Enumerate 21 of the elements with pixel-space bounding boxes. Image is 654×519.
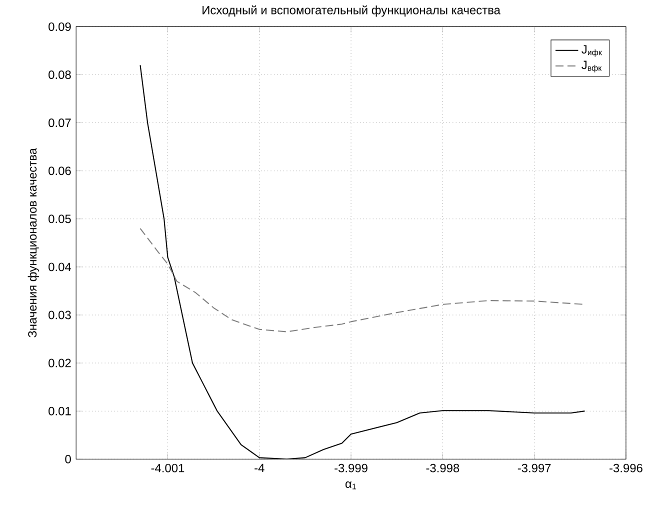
x-axis-title: α$_{1}$: [346, 481, 356, 490]
chart-title: Исходный и вспомогательный функционалы качества: [202, 5, 500, 17]
y-tick-label: 0.04: [48, 262, 72, 272]
y-tick-label: 0.06: [48, 166, 71, 175]
x-tick-label: -4: [254, 464, 264, 472]
x-tick-label: -3.999: [334, 464, 368, 472]
y-tick-label: 0.07: [48, 118, 71, 127]
x-tick-label: -3.997: [518, 464, 551, 472]
y-tick-label: 0.05: [48, 214, 71, 224]
legend-label: J$_{вфк}$: [582, 60, 602, 72]
y-axis-title: Значения функционалов качества: [28, 148, 39, 338]
y-tick-label: 0.09: [48, 22, 71, 31]
x-tick-label: -4.001: [151, 464, 184, 472]
y-tick-label: 0.02: [48, 358, 71, 368]
y-tick-label: 0.03: [48, 310, 71, 320]
x-tick-label: -3.996: [610, 464, 642, 472]
x-tick-label: -3.998: [426, 464, 460, 472]
legend-label: J$_{ифк}$: [582, 45, 602, 57]
y-tick-label: 0.08: [48, 70, 71, 79]
y-tick-label: 0: [65, 454, 71, 464]
y-tick-label: 0.01: [48, 406, 71, 416]
